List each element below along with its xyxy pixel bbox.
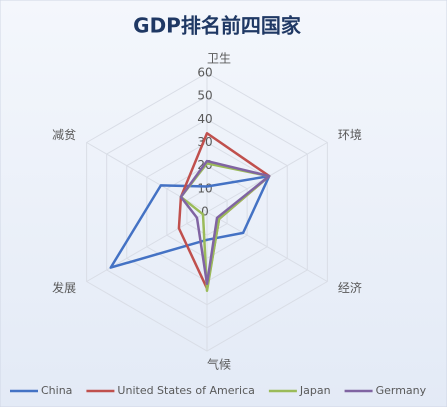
series-line bbox=[179, 159, 271, 286]
r-tick-label: 10 bbox=[197, 181, 212, 195]
category-label: 发展 bbox=[52, 280, 76, 295]
category-label: 卫生 bbox=[207, 52, 231, 66]
category-label: 气候 bbox=[207, 357, 231, 372]
legend-label: China bbox=[41, 384, 72, 397]
category-label: 经济 bbox=[338, 280, 362, 295]
r-tick-label: 50 bbox=[197, 89, 212, 103]
category-label: 减贫 bbox=[52, 127, 76, 142]
legend-label: Japan bbox=[299, 384, 331, 397]
r-tick-label: 0 bbox=[201, 205, 209, 219]
chart-title: GDP排名前四国家 bbox=[133, 14, 302, 38]
axis-spoke bbox=[86, 211, 208, 282]
legend-label: Germany bbox=[376, 384, 427, 397]
r-tick-label: 40 bbox=[197, 112, 212, 126]
axis-spoke bbox=[206, 211, 328, 282]
r-tick-label: 60 bbox=[197, 66, 212, 80]
legend-label: United States of America bbox=[117, 384, 254, 397]
category-label: 环境 bbox=[338, 127, 362, 142]
